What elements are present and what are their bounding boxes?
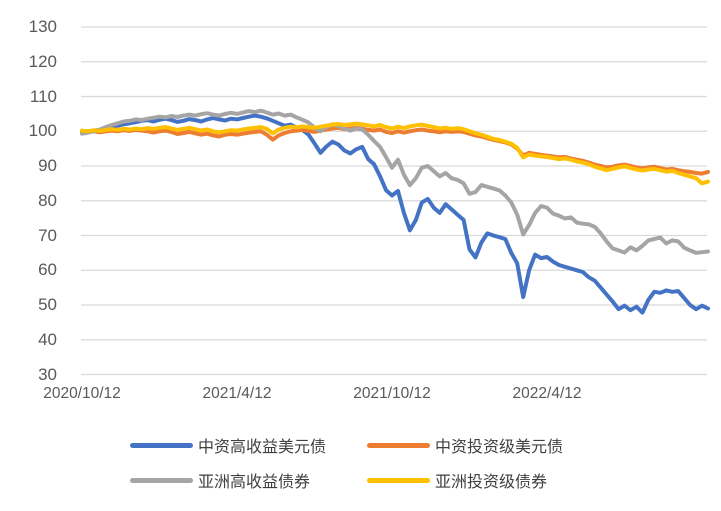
y-axis-tick-label: 110 (29, 86, 57, 106)
y-axis-tick-label: 50 (38, 295, 57, 314)
y-axis-tick-label: 80 (38, 190, 57, 210)
legend-line-marker (130, 477, 193, 483)
legend-label: 亚洲高收益债券 (198, 474, 311, 491)
y-axis-tick-label: 60 (38, 260, 57, 280)
y-axis-tick-label: 100 (28, 121, 57, 141)
series-line-1 (80, 125, 710, 176)
y-axis-tick-label: 30 (38, 364, 57, 384)
y-axis-tick-label: 130 (28, 17, 57, 36)
legend-line-marker (367, 442, 430, 448)
x-axis-tick-label: 2022/4/12 (512, 385, 582, 402)
x-axis-tick-label: 2021/4/12 (202, 385, 272, 402)
legend-item: 亚洲高收益债券 (130, 470, 311, 491)
legend-item: 中资投资级美元债 (367, 435, 564, 456)
y-axis-tick-label: 40 (38, 329, 57, 349)
series-line-2 (80, 108, 710, 255)
y-axis-tick-label: 120 (28, 51, 57, 71)
legend-label: 亚洲投资级债券 (435, 474, 548, 491)
legend-line-marker (130, 442, 193, 448)
y-axis-tick-label: 90 (38, 156, 57, 175)
x-axis-tick-label: 2020/10/12 (43, 385, 121, 402)
legend-label: 中资投资级美元债 (435, 439, 564, 456)
y-axis-tick-label: 70 (38, 225, 57, 245)
series-line-3 (80, 121, 710, 186)
legend-line-marker (367, 477, 430, 483)
series-line-0 (80, 113, 710, 315)
x-axis-tick-label: 2021/10/12 (353, 385, 431, 402)
legend-label: 中资高收益美元债 (198, 439, 327, 456)
legend-item: 亚洲投资级债券 (367, 470, 548, 491)
legend-item: 中资高收益美元债 (130, 435, 327, 456)
